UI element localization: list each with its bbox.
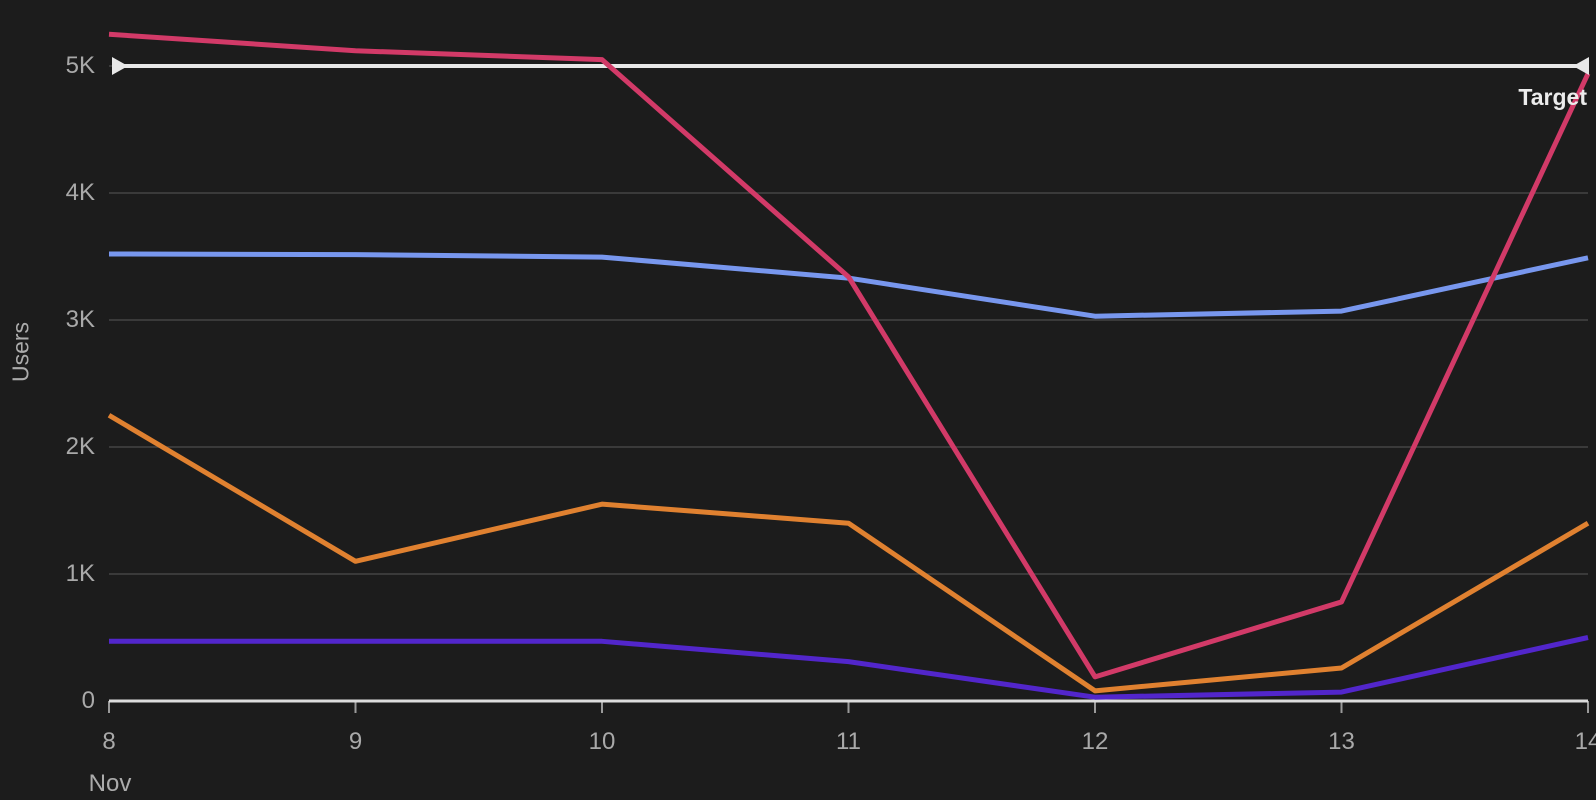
x-tick-label-10: 10 — [588, 728, 616, 755]
y-tick-label-0: 0 — [81, 687, 95, 714]
series-line-purple — [109, 635, 1589, 700]
x-tick-label-8: 8 — [102, 728, 116, 755]
x-tick-label-14: 14 — [1574, 728, 1596, 755]
target-start-arrow-icon — [112, 57, 128, 75]
y-tick-label-2K: 2K — [65, 433, 95, 460]
target-end-arrow-icon — [1573, 57, 1589, 75]
target-annotation-label: Target — [1518, 84, 1587, 110]
x-tick-label-13: 13 — [1328, 728, 1355, 755]
y-tick-label-5K: 5K — [65, 52, 95, 79]
x-tick-label-11: 11 — [836, 728, 861, 755]
x-tick-label-12: 12 — [1081, 728, 1109, 755]
series-line-blue — [108, 251, 1589, 319]
y-tick-label-3K: 3K — [65, 306, 95, 333]
series-line-orange — [107, 413, 1590, 694]
x-tick-label-9: 9 — [348, 728, 363, 755]
y-axis-title: Users — [7, 321, 34, 383]
y-tick-label-4K: 4K — [65, 179, 95, 206]
x-axis-month-label: Nov — [88, 770, 132, 797]
series-line-pink — [108, 31, 1591, 680]
y-tick-label-1K: 1K — [65, 560, 95, 587]
